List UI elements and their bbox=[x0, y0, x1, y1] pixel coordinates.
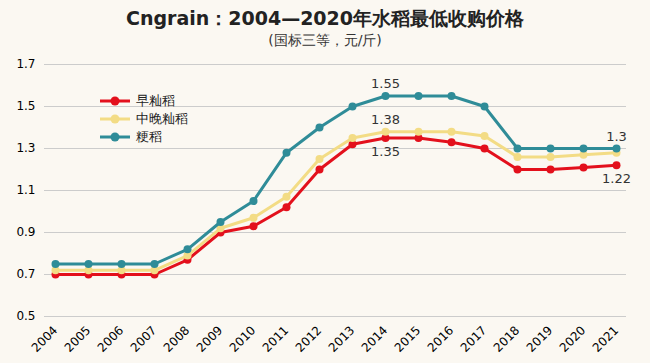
svg-text:2009: 2009 bbox=[194, 323, 225, 354]
html-text:中晚籼稻: 中晚籼稻 bbox=[136, 111, 188, 126]
svg-text:2020: 2020 bbox=[557, 323, 588, 354]
svg-text:2004: 2004 bbox=[29, 323, 60, 354]
svg-text:2017: 2017 bbox=[458, 323, 489, 354]
svg-text:2007: 2007 bbox=[128, 323, 159, 354]
svg-text:2008: 2008 bbox=[161, 323, 192, 354]
svg-text:2021: 2021 bbox=[590, 323, 621, 354]
svg-text:2015: 2015 bbox=[392, 323, 423, 354]
html-text:Cngrain：2004—2020年水稻最低收购价格: Cngrain：2004—2020年水稻最低收购价格 bbox=[126, 7, 524, 29]
svg-text:1.5: 1.5 bbox=[16, 99, 35, 113]
svg-text:1.3: 1.3 bbox=[606, 129, 627, 144]
svg-text:1.38: 1.38 bbox=[371, 112, 400, 127]
svg-text:0.7: 0.7 bbox=[16, 267, 35, 281]
svg-text:0.9: 0.9 bbox=[16, 225, 35, 239]
svg-text:1.7: 1.7 bbox=[16, 57, 35, 71]
html-text:早籼稻: 早籼稻 bbox=[136, 93, 175, 108]
svg-text:0.5: 0.5 bbox=[16, 309, 35, 323]
svg-text:2018: 2018 bbox=[491, 323, 522, 354]
svg-text:1.55: 1.55 bbox=[371, 76, 400, 91]
html-text:粳稻: 粳稻 bbox=[136, 129, 162, 144]
svg-text:1.35: 1.35 bbox=[371, 144, 400, 159]
svg-text:2006: 2006 bbox=[95, 323, 126, 354]
svg-text:2011: 2011 bbox=[260, 323, 291, 354]
svg-text:2012: 2012 bbox=[293, 323, 324, 354]
html-text:(国标三等，元/斤): (国标三等，元/斤) bbox=[268, 32, 382, 48]
svg-text:1.22: 1.22 bbox=[602, 171, 631, 186]
svg-text:2010: 2010 bbox=[227, 323, 258, 354]
svg-text:2014: 2014 bbox=[359, 323, 390, 354]
svg-text:2016: 2016 bbox=[425, 323, 456, 354]
svg-text:1.1: 1.1 bbox=[16, 183, 35, 197]
svg-text:2019: 2019 bbox=[524, 323, 555, 354]
svg-text:2005: 2005 bbox=[62, 323, 93, 354]
svg-text:2013: 2013 bbox=[326, 323, 357, 354]
svg-text:1.3: 1.3 bbox=[16, 141, 35, 155]
